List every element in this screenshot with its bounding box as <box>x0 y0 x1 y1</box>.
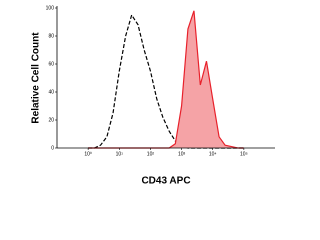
x-tick-label: 10⁵ <box>240 151 248 157</box>
area <box>88 10 244 148</box>
line <box>88 10 244 149</box>
y-tick-label: 0 <box>51 145 54 151</box>
x-tick-label: 10⁰ <box>84 151 92 157</box>
x-tick-label: 10⁴ <box>209 151 217 157</box>
y-axis-label: Relative Cell Count <box>31 32 42 124</box>
line <box>88 13 244 149</box>
chart: Relative Cell Count CD43 APC 0 20 40 60 80 10… <box>31 5 275 187</box>
y-tick-label: 80 <box>48 33 54 39</box>
y-tick-label: 100 <box>46 5 55 11</box>
y-tick-label: 20 <box>48 117 54 123</box>
x-tick-label: 10² <box>147 151 155 157</box>
x-tick-label: 10¹ <box>116 151 124 157</box>
y-tick-label: 60 <box>48 61 54 67</box>
x-axis-label: CD43 APC <box>141 176 190 187</box>
x-tick-label: 10³ <box>178 151 186 157</box>
y-tick-label: 40 <box>48 89 54 95</box>
